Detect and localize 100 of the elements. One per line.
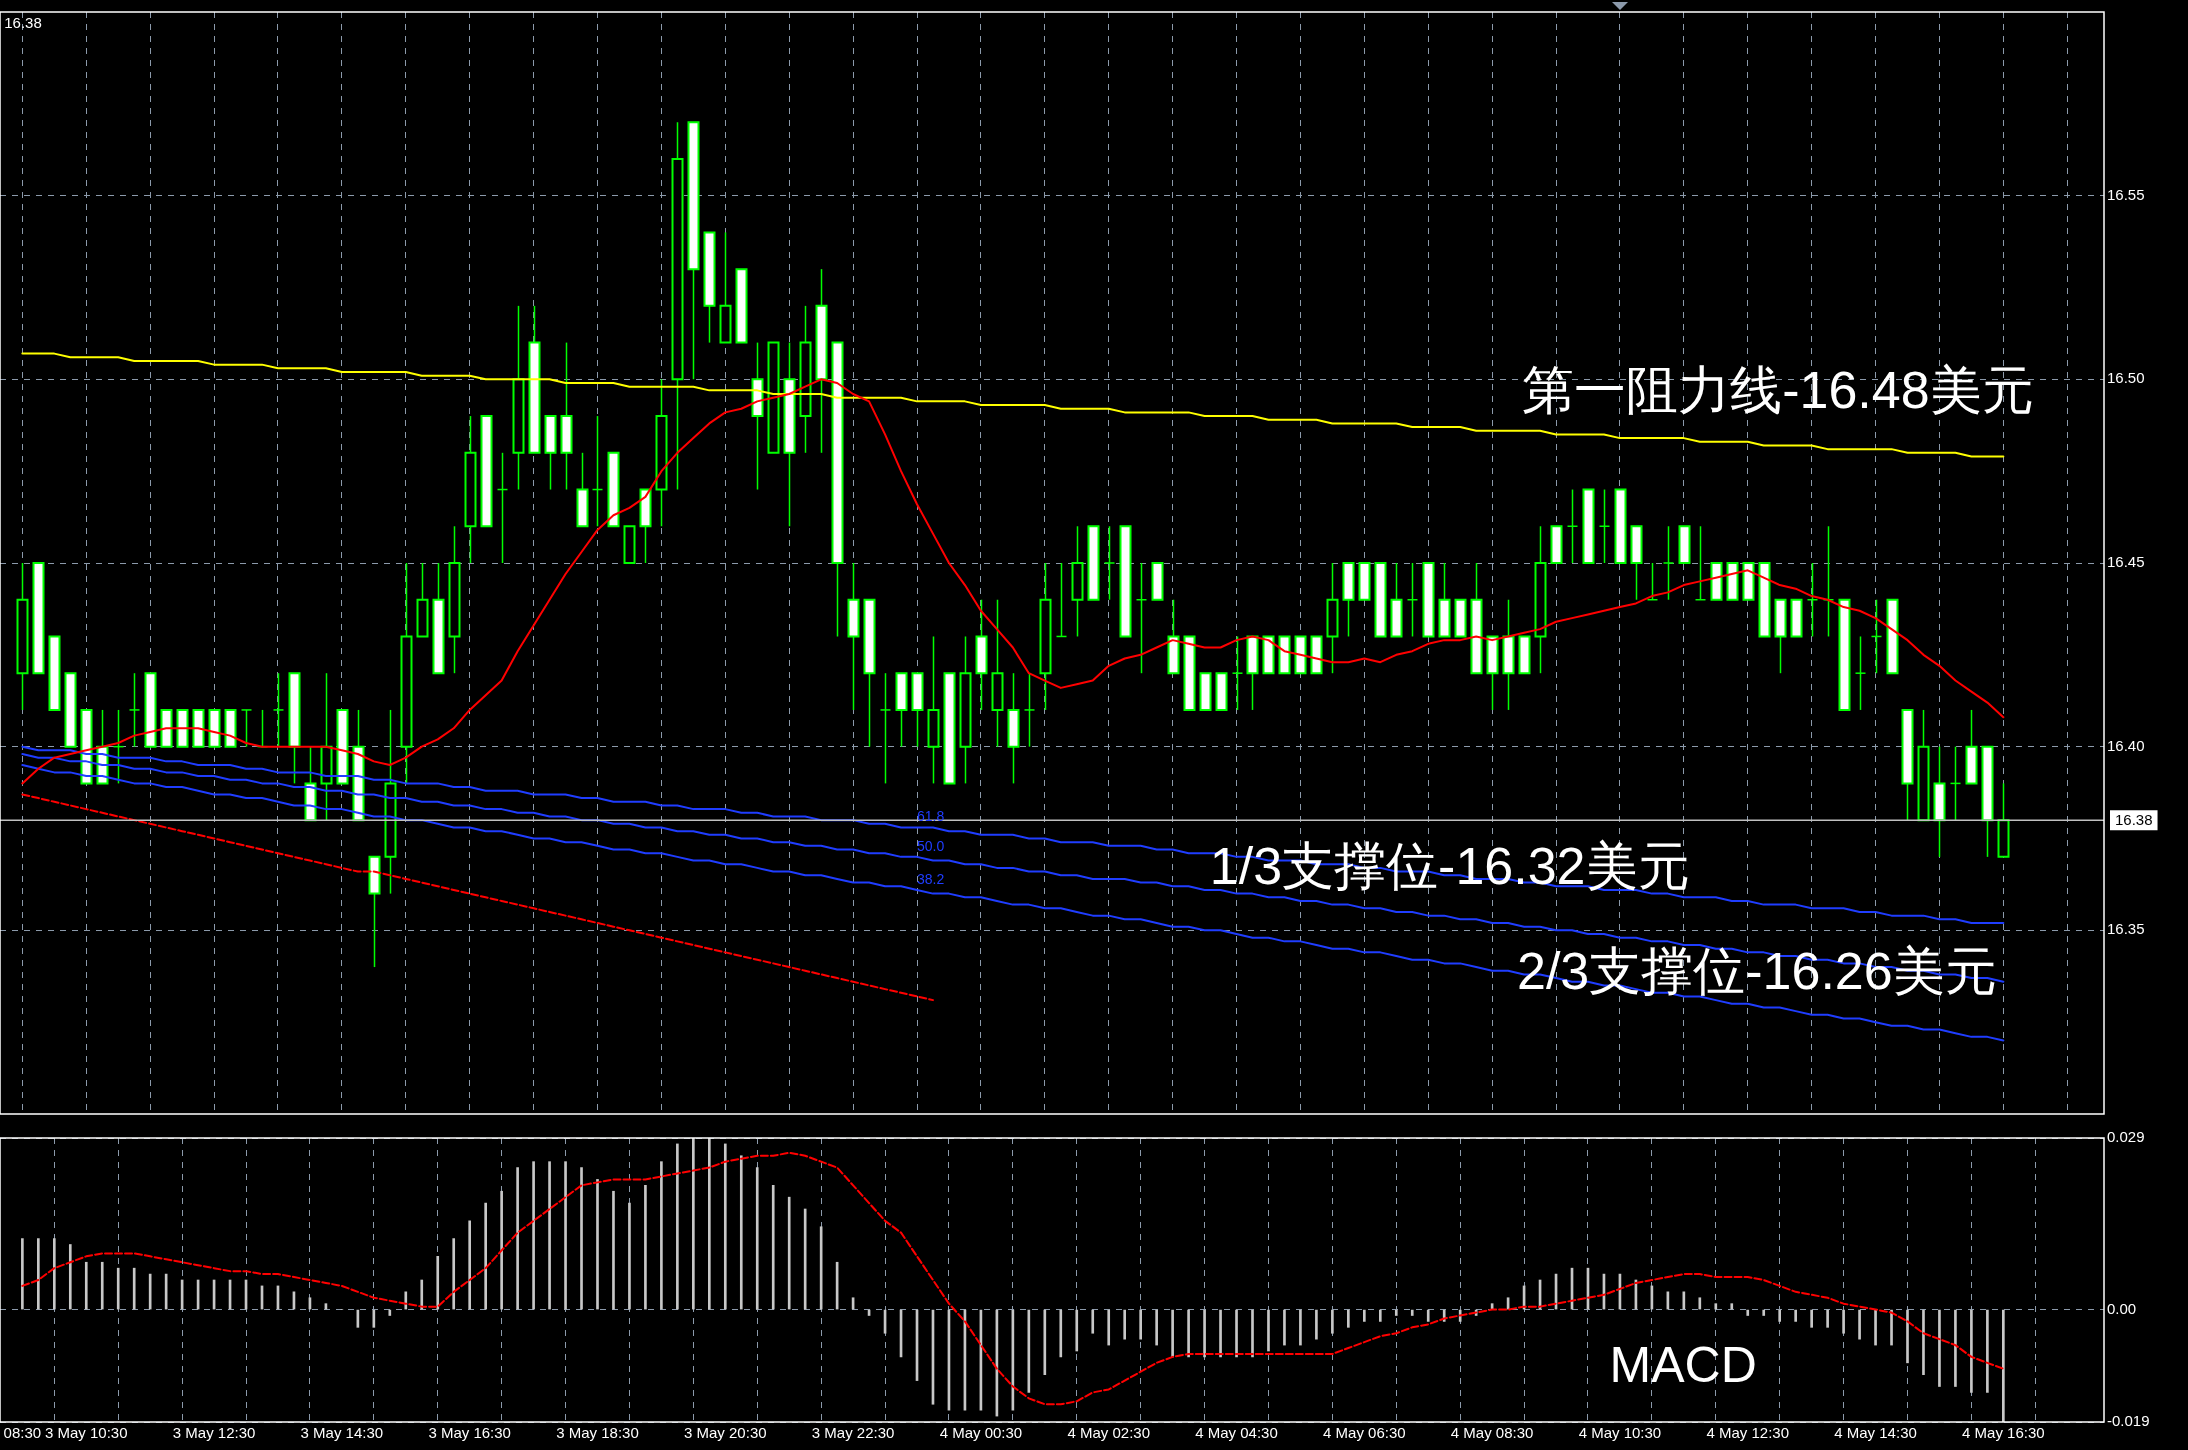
bar	[1698, 1297, 1702, 1310]
candlestick	[272, 672, 285, 748]
bar	[388, 1309, 392, 1316]
y-tick-label: 0.00	[2107, 1299, 2137, 1317]
candlestick	[1231, 635, 1244, 711]
y-tick-label: 16.55	[2107, 185, 2145, 203]
bar	[1714, 1303, 1718, 1310]
bar	[420, 1279, 424, 1310]
bar	[1954, 1309, 1957, 1387]
bar	[1363, 1309, 1366, 1322]
bar	[1906, 1309, 1909, 1364]
x-tick-label: 3 May 22:30	[811, 1424, 895, 1442]
bar	[452, 1238, 456, 1310]
y-tick-label: 16.40	[2107, 736, 2145, 754]
bar	[596, 1179, 599, 1310]
bar	[771, 1185, 775, 1310]
x-tick-label: 4 May 14:30	[1834, 1424, 1917, 1442]
bar	[516, 1167, 519, 1310]
bar	[803, 1208, 807, 1310]
bar	[723, 1143, 727, 1310]
bar	[500, 1190, 503, 1310]
bar	[37, 1238, 40, 1310]
y-tick-label: -0.019	[2107, 1412, 2150, 1430]
x-tick-label: 4 May 06:30	[1323, 1424, 1406, 1442]
bar	[787, 1196, 791, 1310]
series-label: 50.0	[917, 837, 945, 854]
x-tick-label: 4 May 16:30	[1962, 1424, 2045, 1442]
bar	[1187, 1309, 1190, 1358]
x-tick-label: 4 May 00:30	[939, 1424, 1023, 1442]
y-tick-label: 16.50	[2107, 369, 2145, 387]
y-tick-label: 16.35	[2107, 920, 2145, 938]
bar	[1267, 1309, 1270, 1352]
bar	[1922, 1309, 1925, 1375]
bar	[1299, 1309, 1302, 1346]
candlestick	[128, 672, 141, 748]
bar	[739, 1155, 743, 1310]
candlestick	[1854, 635, 1867, 711]
bar	[1394, 1309, 1398, 1316]
bar	[564, 1161, 567, 1310]
ref-line-label: 16.38	[2115, 811, 2153, 829]
bar	[1378, 1309, 1382, 1322]
x-tick-label: 4 May 04:30	[1195, 1424, 1278, 1442]
bar	[1107, 1309, 1111, 1346]
bar	[1315, 1309, 1318, 1340]
bar	[1826, 1309, 1829, 1328]
x-tick-label: 4 May 12:30	[1706, 1424, 1790, 1442]
bar	[692, 1138, 695, 1310]
bar	[548, 1161, 551, 1310]
bar	[1858, 1309, 1861, 1340]
y-tick-label: 16.45	[2107, 553, 2145, 571]
bar	[1970, 1309, 1973, 1393]
bar	[1091, 1309, 1095, 1334]
bar	[52, 1238, 56, 1310]
bar	[1219, 1309, 1222, 1358]
bar	[1410, 1309, 1414, 1316]
bar	[628, 1202, 631, 1310]
x-tick-label: 4 May 10:30	[1578, 1424, 1662, 1442]
bar	[1890, 1309, 1893, 1346]
bar	[1874, 1309, 1877, 1346]
bar	[1331, 1309, 1334, 1334]
series-label: 38.2	[917, 870, 945, 887]
bar	[436, 1256, 440, 1310]
candlestick	[1662, 525, 1675, 601]
bar	[68, 1244, 72, 1310]
bar	[1075, 1309, 1079, 1352]
bar	[1986, 1309, 1989, 1393]
candlestick	[1103, 525, 1116, 601]
bar	[484, 1202, 487, 1310]
x-tick-label: 3 May 14:30	[300, 1424, 384, 1442]
x-tick-label: 08:30	[3, 1424, 42, 1442]
bar	[644, 1185, 647, 1310]
x-tick-label: 3 May 10:30	[44, 1424, 128, 1442]
bar	[1426, 1309, 1430, 1322]
bar	[532, 1161, 535, 1310]
bar	[1251, 1309, 1254, 1358]
x-tick-label: 3 May 20:30	[684, 1424, 767, 1442]
bar	[1043, 1309, 1047, 1375]
bar	[1746, 1309, 1750, 1316]
bar	[1123, 1309, 1127, 1340]
candlestick	[240, 709, 253, 748]
bar	[1938, 1309, 1941, 1387]
bar	[1762, 1309, 1766, 1316]
bar	[116, 1267, 120, 1310]
y-tick-label: 0.029	[2107, 1128, 2145, 1146]
bar	[1842, 1309, 1845, 1334]
x-tick-label: 4 May 08:30	[1450, 1424, 1534, 1442]
bar	[1283, 1309, 1286, 1346]
candlestick	[1023, 672, 1036, 748]
bar	[1171, 1309, 1174, 1358]
bar	[1810, 1309, 1813, 1328]
annotation: 16.38	[4, 14, 42, 32]
bar	[707, 1138, 711, 1310]
bar	[84, 1261, 88, 1310]
bar	[580, 1167, 583, 1310]
bar	[1730, 1303, 1734, 1310]
x-tick-label: 3 May 16:30	[428, 1424, 511, 1442]
x-tick-label: 3 May 18:30	[556, 1424, 639, 1442]
line-series	[21, 1151, 2005, 1406]
bar	[676, 1143, 679, 1310]
x-tick-label: 3 May 12:30	[172, 1424, 256, 1442]
